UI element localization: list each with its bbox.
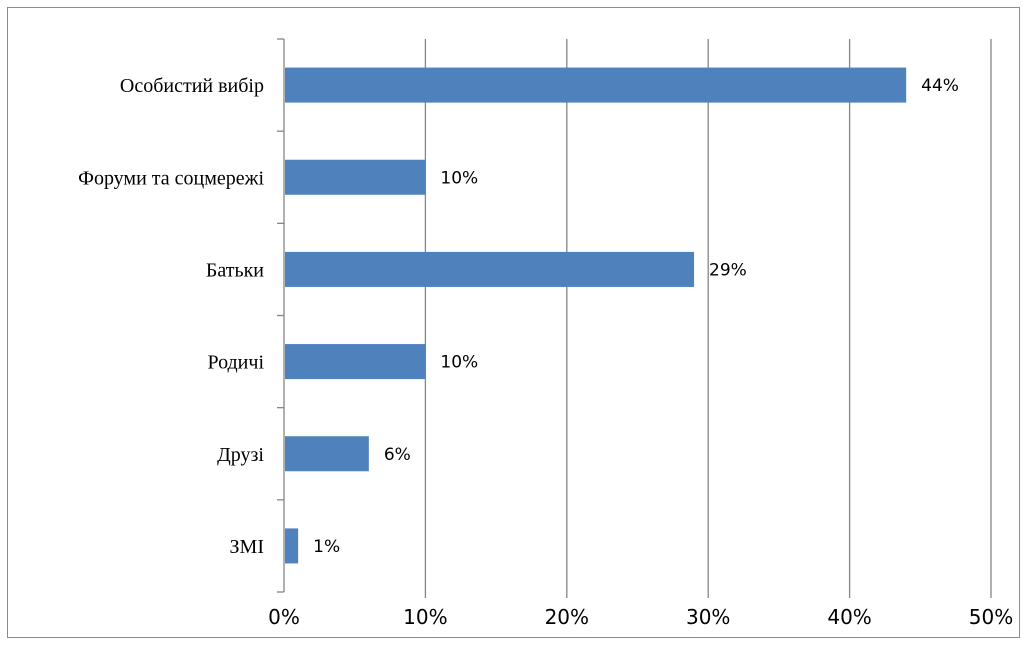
category-label: Особистий вибір: [120, 75, 264, 97]
data-label: 29%: [709, 260, 747, 280]
bar: [285, 344, 426, 380]
x-tick-label: 0%: [268, 605, 300, 629]
gridlines: [424, 39, 992, 598]
bar: [285, 251, 695, 287]
category-label: Батьки: [206, 259, 264, 281]
bar: [285, 436, 369, 472]
labels: 0% 10% 20% 30% 40% 50% Особистий вибір 44% Форум…: [78, 75, 1013, 629]
category-label: ЗМІ: [230, 536, 264, 558]
data-label: 1%: [313, 537, 340, 557]
data-label: 10%: [440, 353, 478, 373]
bar-chart: 0% 10% 20% 30% 40% 50% Особистий вибір 44% Форум…: [78, 38, 1013, 629]
axes: [277, 38, 285, 593]
chart-frame: 0% 10% 20% 30% 40% 50% Особистий вибір 44% Форум…: [7, 7, 1020, 638]
x-tick-label: 40%: [827, 605, 871, 629]
category-label: Форуми та соцмережі: [78, 167, 264, 189]
bar: [285, 159, 426, 195]
data-label: 44%: [921, 76, 959, 96]
x-tick-label: 20%: [545, 605, 589, 629]
x-tick-label: 50%: [969, 605, 1013, 629]
bar: [285, 67, 907, 103]
bar: [285, 528, 299, 564]
x-tick-label: 30%: [686, 605, 730, 629]
bars: [285, 67, 907, 564]
x-tick-label: 10%: [403, 605, 447, 629]
data-label: 10%: [440, 168, 478, 188]
data-label: 6%: [384, 445, 411, 465]
category-label: Родичі: [207, 352, 264, 374]
category-label: Друзі: [217, 444, 264, 466]
